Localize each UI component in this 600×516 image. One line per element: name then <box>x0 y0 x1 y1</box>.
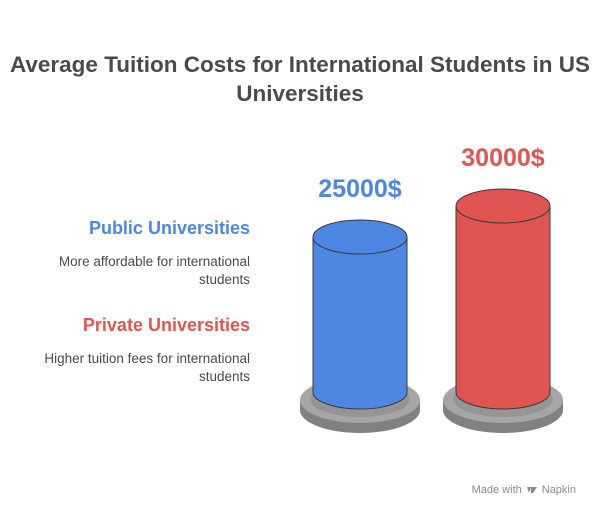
legend-label-private: Private Universities <box>82 315 250 335</box>
chart-title: Average Tuition Costs for International … <box>9 52 591 106</box>
value-label-public: 25000$ <box>318 175 402 203</box>
legend-description-private: Higher tuition fees for international st… <box>44 351 250 384</box>
legend-item-private: Private Universities Higher tuition fees… <box>20 314 250 386</box>
cylinder-top-public <box>312 219 408 255</box>
made-with-napkin: Made with Napkin <box>472 484 576 496</box>
napkin-logo-icon <box>526 487 537 493</box>
cylinder-body-public <box>312 236 408 410</box>
cylinder-body-private <box>455 205 551 410</box>
legend-label-public: Public Universities <box>88 218 250 238</box>
value-label-private: 30000$ <box>461 144 545 172</box>
made-with-text: Made with <box>471 484 522 496</box>
legend-item-public: Public Universities More affordable for … <box>20 217 250 289</box>
napkin-brand-text: Napkin <box>541 484 576 496</box>
cylinder-top-private <box>455 188 551 224</box>
legend-description-public: More affordable for international studen… <box>58 254 250 287</box>
